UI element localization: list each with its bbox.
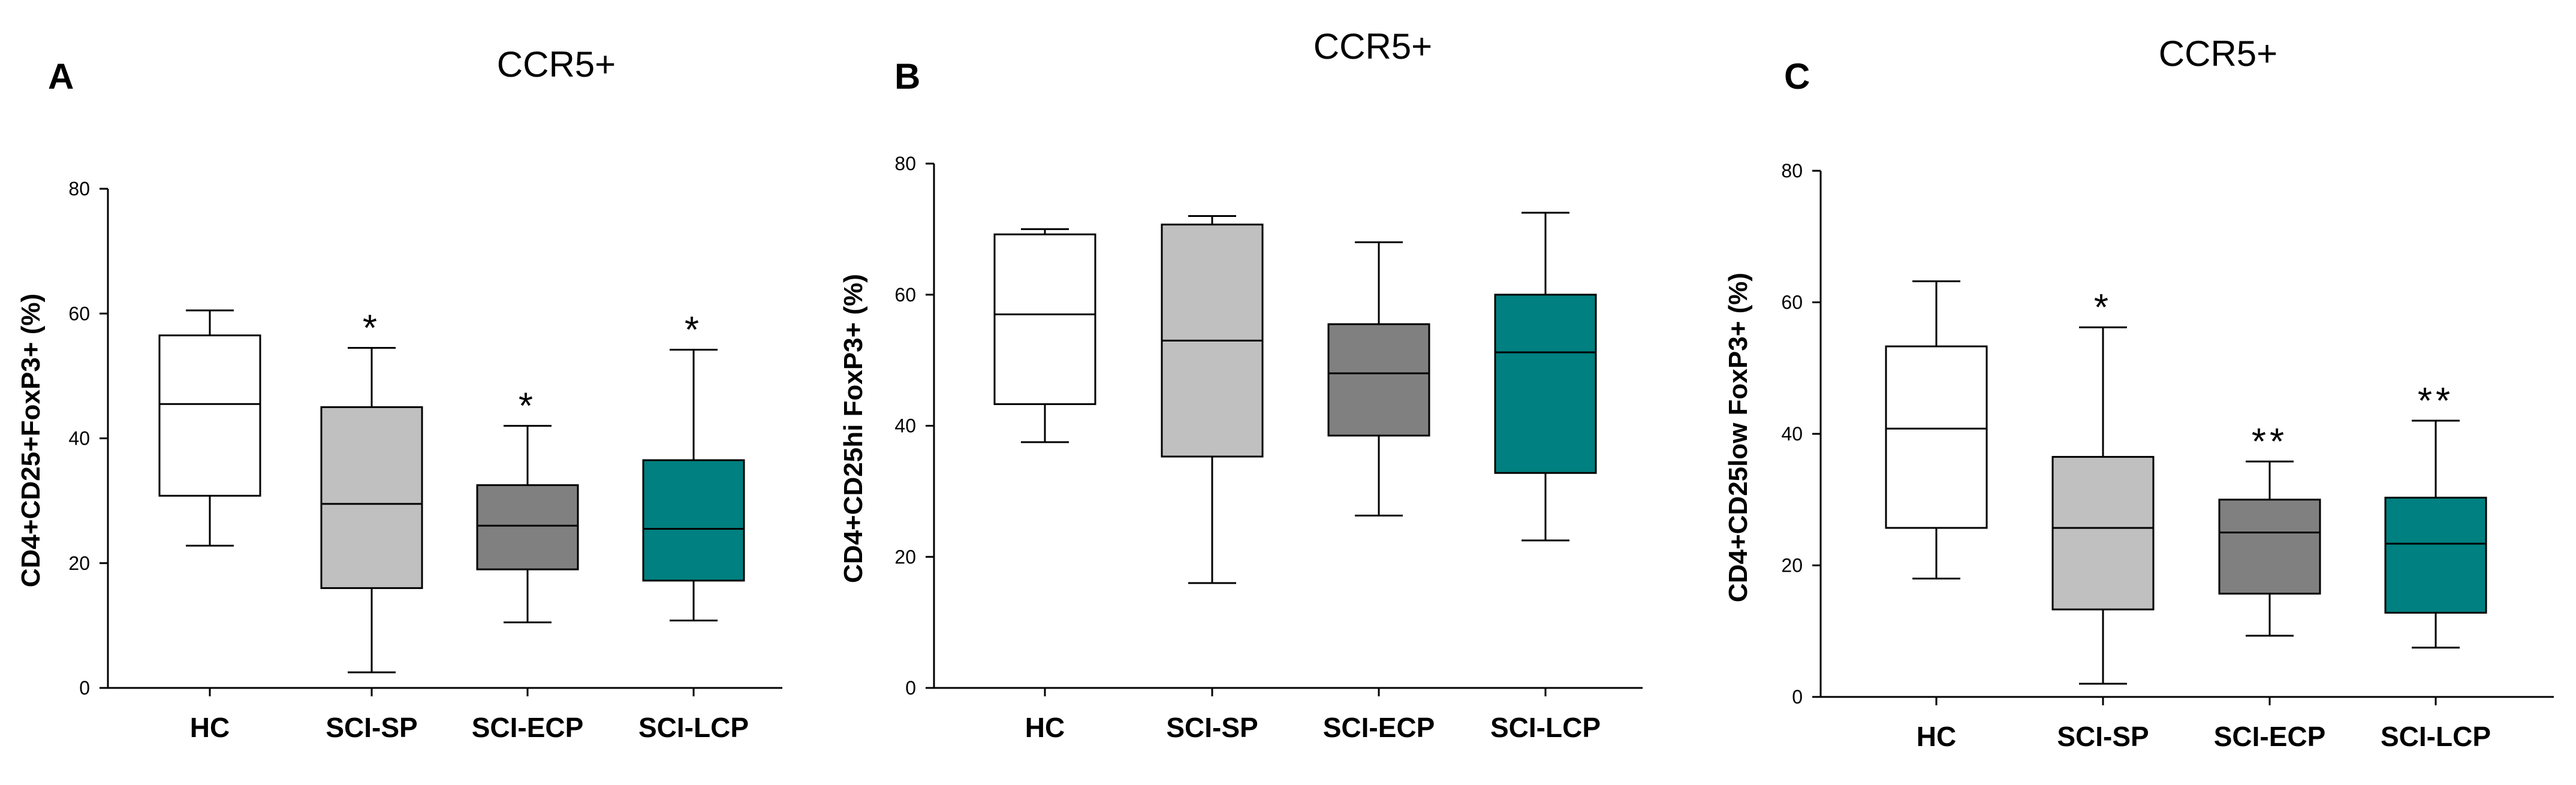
panel-c-xtick-label-sci-sp: SCI-SP xyxy=(2057,721,2149,752)
panel-letter-b: B xyxy=(894,56,920,96)
panel-a: A CCR5+ CD4+CD25+FoxP3+ (%) 0 20 40 60 80 HC *… xyxy=(16,44,782,743)
panel-b-box-sci-lcp xyxy=(1494,212,1597,542)
panel-a-y-axis-label: CD4+CD25+FoxP3+ (%) xyxy=(16,294,46,587)
iqr-box xyxy=(1327,323,1430,437)
panel-b-ytick-label: 20 xyxy=(894,546,916,567)
panel-b-xtick-label-sci-ecp: SCI-ECP xyxy=(1323,712,1435,743)
panel-c-box-sci-sp: * xyxy=(2051,287,2155,685)
iqr-box xyxy=(476,484,579,570)
panel-a-xtick-label-hc: HC xyxy=(190,712,230,743)
panel-a-ytick-label: 0 xyxy=(79,677,90,699)
iqr-box xyxy=(320,406,423,589)
panel-a-significance-sci-lcp: * xyxy=(685,310,703,351)
iqr-box xyxy=(2218,499,2321,595)
panel-b-plot-area: 0 20 40 60 80 HC SCI-SP SCI-ECP SCI-LCP xyxy=(894,153,1643,743)
panel-c-ytick-label: 40 xyxy=(1781,423,1803,445)
panel-c-significance-sci-ecp: ** xyxy=(2252,421,2288,463)
panel-a-title: CCR5+ xyxy=(497,44,616,84)
panel-a-box-sci-sp: * xyxy=(320,308,423,674)
panel-b-xtick-label-hc: HC xyxy=(1025,712,1065,743)
panel-a-xtick-label-sci-ecp: SCI-ECP xyxy=(472,712,584,743)
panel-c-plot-area: 0 20 40 60 80 HC * SCI-SP ** SCI-ECP ** SCI-LCP xyxy=(1781,160,2554,752)
panel-a-box-sci-lcp: * xyxy=(642,310,745,622)
panel-b-ytick-label: 60 xyxy=(894,284,916,306)
panel-b-xtick-label-sci-sp: SCI-SP xyxy=(1166,712,1258,743)
panel-b-ytick-label: 40 xyxy=(894,415,916,437)
panel-b-xtick-label-sci-lcp: SCI-LCP xyxy=(1490,712,1601,743)
panel-c-ytick-label: 0 xyxy=(1792,686,1803,708)
iqr-box xyxy=(1494,294,1597,474)
panel-c-xtick-label-sci-lcp: SCI-LCP xyxy=(2381,721,2491,752)
panel-c-box-hc xyxy=(1885,280,1988,579)
panel-b-title: CCR5+ xyxy=(1313,26,1432,67)
panel-c-box-sci-lcp: ** xyxy=(2384,381,2487,649)
panel-a-ytick-label: 60 xyxy=(68,303,90,324)
panel-a-ytick-label: 80 xyxy=(68,178,90,200)
iqr-box xyxy=(2384,496,2487,614)
panel-c-ytick-label: 20 xyxy=(1781,555,1803,576)
panel-c-title: CCR5+ xyxy=(2159,34,2277,74)
panel-c-box-sci-ecp: ** xyxy=(2218,421,2321,637)
panel-a-significance-sci-ecp: * xyxy=(519,386,537,427)
panel-a-box-sci-ecp: * xyxy=(476,386,579,624)
panel-a-significance-sci-sp: * xyxy=(363,308,381,349)
panel-c: C CCR5+ CD4+CD25low FoxP3+ (%) 0 20 40 60 80… xyxy=(1724,34,2554,752)
panel-b-ytick-label: 0 xyxy=(905,677,916,699)
iqr-box xyxy=(158,334,261,497)
panel-c-y-axis-label: CD4+CD25low FoxP3+ (%) xyxy=(1724,273,1753,602)
panel-b-box-sci-ecp xyxy=(1327,241,1430,517)
panel-b-y-axis-label: CD4+CD25hi FoxP3+ (%) xyxy=(839,274,868,583)
panel-a-plot-area: 0 20 40 60 80 HC * SCI-SP * SCI-ECP * SCI-LCP xyxy=(68,178,782,743)
panel-c-ytick-label: 80 xyxy=(1781,160,1803,182)
panel-b: B CCR5+ CD4+CD25hi FoxP3+ (%) 0 20 40 60 80 H… xyxy=(839,26,1643,743)
panel-c-xtick-label-hc: HC xyxy=(1917,721,1956,752)
panel-b-ytick-label: 80 xyxy=(894,153,916,174)
panel-b-box-hc xyxy=(993,228,1096,443)
panel-c-significance-sci-lcp: ** xyxy=(2418,381,2454,422)
panel-letter-c: C xyxy=(1784,56,1810,96)
iqr-box xyxy=(993,233,1096,405)
panel-c-significance-sci-sp: * xyxy=(2094,287,2112,328)
panel-c-ytick-label: 60 xyxy=(1781,292,1803,313)
panel-c-xtick-label-sci-ecp: SCI-ECP xyxy=(2214,721,2326,752)
panel-a-ytick-label: 40 xyxy=(68,428,90,449)
panel-a-xtick-label-sci-sp: SCI-SP xyxy=(326,712,417,743)
panel-b-box-sci-sp xyxy=(1161,215,1264,584)
iqr-box xyxy=(2051,455,2155,611)
panel-a-box-hc xyxy=(158,309,261,547)
panel-a-xtick-label-sci-lcp: SCI-LCP xyxy=(638,712,749,743)
panel-letter-a: A xyxy=(48,56,74,96)
panel-a-ytick-label: 20 xyxy=(68,552,90,574)
iqr-box xyxy=(1885,345,1988,529)
iqr-box xyxy=(642,459,745,582)
